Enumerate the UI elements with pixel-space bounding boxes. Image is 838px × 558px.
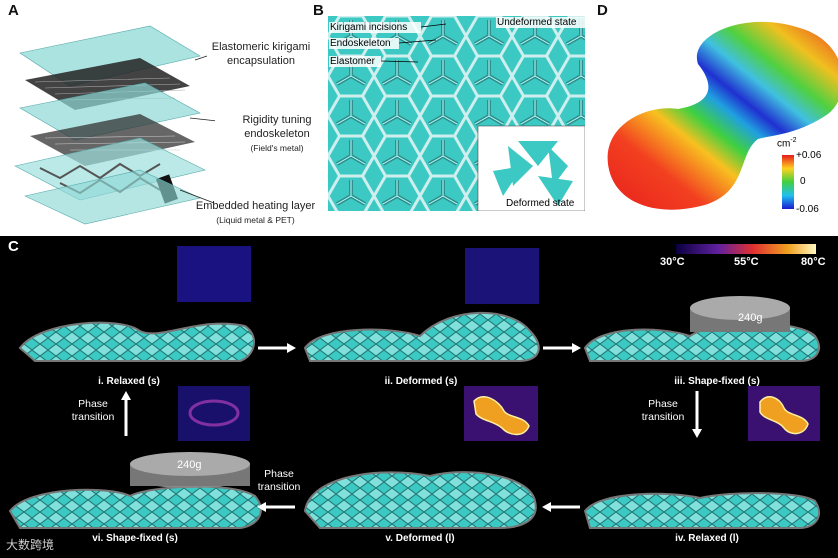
- thermal-inset-5: [464, 386, 538, 441]
- colorbar-tick-min: -0.06: [796, 204, 819, 215]
- panel-label-c: C: [8, 238, 19, 255]
- phase-transition-label-left: Phase transition: [71, 398, 115, 423]
- layer1-annotation: Elastomeric kirigami encapsulation: [211, 41, 311, 67]
- temp-tick-80: 80°C: [801, 256, 826, 268]
- elastomer-label: Elastomer: [330, 56, 376, 67]
- curvature-surface-map: [607, 21, 838, 210]
- weight-label-top: 240g: [738, 312, 763, 324]
- phase-transition-label-right: Phase transition: [641, 398, 685, 423]
- stage-6-label: vi. Shape-fixed (s): [92, 533, 178, 544]
- thermal-inset-1: [177, 246, 251, 302]
- temperature-colorbar: [676, 244, 816, 254]
- temp-tick-30: 30°C: [660, 256, 685, 268]
- kirigami-pattern-image: [328, 16, 585, 211]
- watermark: 大数跨境: [6, 538, 55, 552]
- specimen-illustrations: [8, 296, 820, 529]
- panel-label-a: A: [8, 2, 19, 19]
- stage-3-label: iii. Shape-fixed (s): [674, 376, 760, 387]
- panel-c-photo-sequence: C 30°C 55°C 80°C: [0, 236, 838, 558]
- layer-stack-illustration: [14, 25, 215, 225]
- deformed-state-label: Deformed state: [506, 198, 575, 209]
- weight-label-bottom: 240g: [177, 459, 202, 471]
- panel-label-d: D: [597, 2, 608, 19]
- temp-tick-55: 55°C: [734, 256, 759, 268]
- colorbar-tick-max: +0.06: [796, 150, 822, 161]
- thermal-inset-6: [178, 386, 250, 441]
- phase-transition-label-bottom: Phase transition: [257, 468, 301, 493]
- stage-4-label: iv. Relaxed (l): [675, 533, 739, 544]
- stage-2-label: ii. Deformed (s): [384, 376, 458, 387]
- layer2-annotation: Rigidity tuning endoskeleton (Field's me…: [242, 114, 312, 153]
- endoskeleton-label: Endoskeleton: [330, 38, 391, 49]
- incisions-label: Kirigami incisions: [330, 22, 408, 33]
- thermal-inset-4: [748, 386, 820, 441]
- stage-1-label: i. Relaxed (s): [98, 376, 160, 387]
- undeformed-state-label: Undeformed state: [497, 17, 577, 28]
- thermal-inset-2: [465, 248, 539, 304]
- panel-label-b: B: [313, 2, 324, 19]
- stage-5-label: v. Deformed (l): [385, 533, 455, 544]
- colorbar-tick-zero: 0: [800, 176, 806, 187]
- layer3-annotation: Embedded heating layer (Liquid metal & P…: [195, 200, 316, 225]
- colorbar-unit: cm-2: [777, 137, 797, 150]
